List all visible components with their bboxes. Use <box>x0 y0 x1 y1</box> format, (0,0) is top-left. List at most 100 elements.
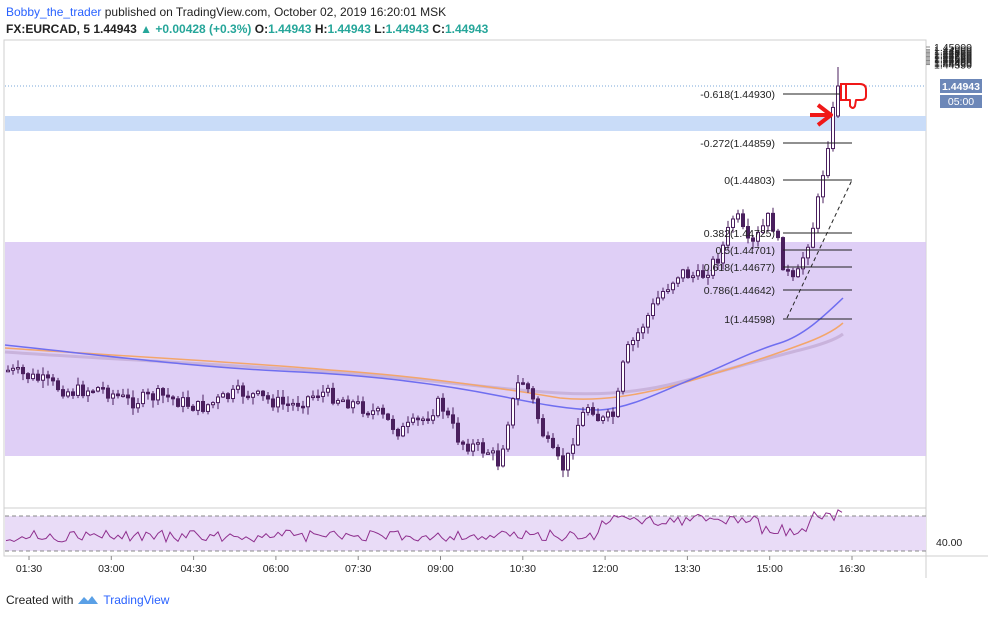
price-axis[interactable]: 1.450001.449001.448501.448001.447501.447… <box>926 42 972 72</box>
candle-body <box>426 418 430 422</box>
candle-body <box>336 399 340 404</box>
candle-body <box>166 394 170 398</box>
candle-body <box>421 418 425 422</box>
candle-body <box>106 387 110 399</box>
candle <box>296 396 300 412</box>
candle-body <box>26 373 30 380</box>
candle-body <box>686 269 690 279</box>
candle <box>331 382 335 406</box>
candle <box>511 397 515 429</box>
candle <box>726 220 730 251</box>
candle <box>591 402 595 417</box>
candle-body <box>596 413 600 422</box>
candle <box>271 394 275 411</box>
time-tick-label: 13:30 <box>674 563 700 575</box>
candle-body <box>406 421 410 427</box>
candle-body <box>806 246 810 259</box>
candle <box>91 389 95 394</box>
candle <box>356 395 360 405</box>
candle <box>491 447 495 461</box>
candle <box>581 407 585 427</box>
candle <box>476 439 480 451</box>
candle <box>181 391 185 413</box>
candle-body <box>781 237 785 271</box>
candle <box>546 431 550 443</box>
price-tick-label: 1.44500 <box>934 56 972 68</box>
candle-body <box>41 374 45 381</box>
candle <box>301 400 305 414</box>
time-axis[interactable]: 01:30 03:00 04:30 06:00 07:30 09:00 10:30 12:00… <box>16 556 865 575</box>
candle-body <box>316 395 320 399</box>
time-tick-label: 16:30 <box>839 563 865 575</box>
candle <box>41 367 45 389</box>
publish-text: published on TradingView.com, October 02… <box>104 5 447 19</box>
candle <box>341 396 345 403</box>
candle <box>721 241 725 270</box>
candle-body <box>791 270 795 278</box>
tradingview-logo-icon <box>78 596 99 604</box>
candle <box>641 323 645 339</box>
candle <box>561 448 565 478</box>
candle-body <box>591 407 595 415</box>
author-link[interactable]: Bobby_the_trader <box>6 5 102 19</box>
candle-body <box>711 258 715 276</box>
candle <box>766 212 770 233</box>
candle <box>51 373 55 386</box>
time-tick-label: 01:30 <box>16 563 42 575</box>
candle-body <box>801 257 805 270</box>
candle-body <box>651 303 655 317</box>
candle-body <box>341 399 345 403</box>
candle-body <box>541 418 545 437</box>
candle-body <box>251 393 255 398</box>
candle <box>266 392 270 404</box>
candle-body <box>206 404 210 412</box>
candle-body <box>486 452 490 455</box>
ma-orange-line <box>4 322 844 400</box>
candle-body <box>566 452 570 471</box>
candle <box>426 411 430 424</box>
candle-body <box>366 412 370 416</box>
candle <box>21 364 25 381</box>
candle <box>431 409 435 425</box>
candle-body <box>721 244 725 264</box>
candle <box>26 372 30 384</box>
countdown-tag <box>940 95 982 108</box>
fibonacci-retracement[interactable]: -0.618(1.44930) -0.272(1.44859) 0(1.44803)… <box>700 89 852 326</box>
candle-body <box>641 326 645 334</box>
candle-body <box>221 393 225 398</box>
candle <box>496 443 500 471</box>
candle-body <box>456 422 460 443</box>
candle <box>241 382 245 404</box>
symbol-label[interactable]: FX:EURCAD, 5 <box>6 22 91 36</box>
candle <box>576 417 580 447</box>
candle-body <box>431 415 435 421</box>
candle-body <box>526 383 530 390</box>
candle <box>281 389 285 410</box>
candle-body <box>816 196 820 229</box>
candle <box>731 215 735 233</box>
candle-body <box>111 393 115 399</box>
candle-body <box>196 400 200 411</box>
candle <box>601 415 605 424</box>
candle <box>316 389 320 401</box>
price-tick-label: 1.45000 <box>934 42 972 54</box>
candle <box>121 388 125 398</box>
candle-body <box>51 377 55 382</box>
close-value: 1.44943 <box>444 22 489 36</box>
candle-body <box>506 424 510 450</box>
candle <box>826 141 830 179</box>
tradingview-link[interactable]: TradingView <box>103 593 170 607</box>
candle <box>311 390 315 401</box>
candle <box>371 403 375 420</box>
candle <box>836 67 840 118</box>
candle-body <box>756 231 760 242</box>
candle <box>686 266 690 279</box>
candle-body <box>186 397 190 407</box>
candle <box>11 364 15 375</box>
rsi-zone <box>5 516 926 551</box>
purple-zone <box>5 242 926 456</box>
candle-body <box>621 361 625 392</box>
candle-body <box>761 225 765 233</box>
candle-body <box>286 403 290 407</box>
